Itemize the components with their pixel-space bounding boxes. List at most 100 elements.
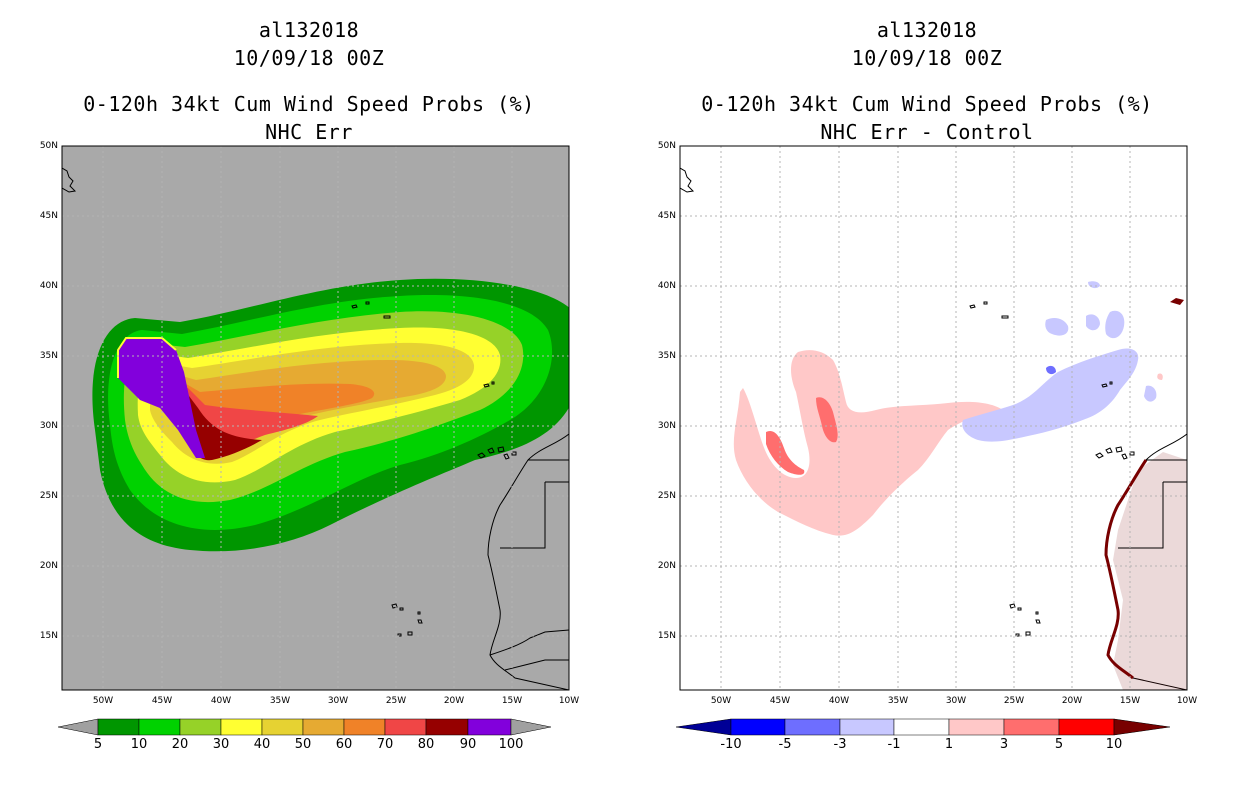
left-cbar-seg-1 <box>138 718 181 736</box>
right-cbar-end-high <box>1113 718 1171 736</box>
left-cbar-seg-8 <box>425 718 469 736</box>
left-panel: al132018 10/09/18 00Z 0-120h 34kt Cum Wi… <box>39 18 580 752</box>
right-lon-50w: 50W <box>710 696 732 706</box>
right-azores-islands <box>969 301 1009 319</box>
left-cbar-seg-3 <box>220 718 263 736</box>
right-madeira-islands <box>1101 381 1113 388</box>
diff-negative-3-5 <box>1046 365 1056 375</box>
right-lat-50n: 50N <box>657 141 676 151</box>
right-grid <box>680 146 1187 690</box>
right-cbar-label-10: 10 <box>1105 737 1123 752</box>
left-lon-50w: 50W <box>92 696 114 706</box>
left-lon-10w: 10W <box>558 696 580 706</box>
right-lat-35n: 35N <box>657 351 676 361</box>
right-cbar-label-neg1: -1 <box>887 737 901 752</box>
diff-negative-north-c <box>1105 310 1125 339</box>
right-lon-35w: 35W <box>887 696 909 706</box>
cape-verde-islands <box>391 603 423 637</box>
right-africa-interior <box>1113 452 1187 690</box>
left-lat-15n: 15N <box>39 631 58 641</box>
left-cbar-end-high <box>510 718 552 736</box>
right-lon-45w: 45W <box>769 696 791 706</box>
left-lon-40w: 40W <box>210 696 232 706</box>
left-cbar-label-5: 5 <box>93 737 103 752</box>
right-panel: al132018 10/09/18 00Z 0-120h 34kt Cum Wi… <box>618 0 1236 800</box>
right-lon-25w: 25W <box>1003 696 1025 706</box>
right-cbar-label-neg10: -10 <box>720 737 742 752</box>
right-difference-map <box>679 145 1188 691</box>
right-cbar-label-neg3: -3 <box>833 737 847 752</box>
right-lat-45n: 45N <box>657 211 676 221</box>
west-africa-borders <box>489 629 569 671</box>
left-cbar-label-30: 30 <box>212 737 230 752</box>
right-cbar-label-3: 3 <box>999 737 1009 752</box>
left-grid <box>62 146 569 690</box>
left-cbar-seg-7 <box>384 718 427 736</box>
left-cbar-seg-2 <box>179 718 222 736</box>
diff-negative-east <box>1144 385 1157 402</box>
left-lon-35w: 35W <box>269 696 291 706</box>
right-lat-40n: 40N <box>657 281 676 291</box>
diff-positive-1-3 <box>733 350 1003 536</box>
right-title-time: 10/09/18 00Z <box>851 46 1003 70</box>
left-cbar-seg-4 <box>261 718 304 736</box>
diff-positive-3-5-b <box>816 397 838 443</box>
right-iberia-edge <box>1170 298 1184 305</box>
left-lon-15w: 15W <box>501 696 523 706</box>
right-western-sahara-border <box>1118 459 1187 549</box>
right-cbar-seg-1 <box>784 718 841 736</box>
right-cbar-seg-6 <box>1058 718 1115 736</box>
left-title-subtitle: NHC Err <box>265 120 353 144</box>
left-lat-30n: 30N <box>39 421 58 431</box>
right-cape-verde-islands <box>1009 603 1041 637</box>
right-lat-25n: 25N <box>657 491 676 501</box>
right-map-frame <box>679 145 1188 691</box>
canary-islands <box>477 446 517 460</box>
left-map-frame <box>61 145 570 691</box>
right-africa-dark-coast <box>1104 459 1148 680</box>
left-lat-35n: 35N <box>39 351 58 361</box>
diff-negative-1-3 <box>962 348 1139 442</box>
right-lat-15n: 15N <box>657 631 676 641</box>
left-lat-45n: 45N <box>39 211 58 221</box>
left-title-storm: al132018 <box>258 18 360 42</box>
right-cbar-seg-5 <box>1003 718 1060 736</box>
right-lon-40w: 40W <box>828 696 850 706</box>
diff-negative-north-b <box>1086 314 1100 331</box>
right-title-product: 0-120h 34kt Cum Wind Speed Probs (%) <box>701 92 1153 116</box>
right-lat-30n: 30N <box>657 421 676 431</box>
left-cbar-label-100: 100 <box>498 737 524 752</box>
left-lat-40n: 40N <box>39 281 58 291</box>
diff-positive-3-5-a <box>766 430 805 475</box>
right-canary-islands <box>1095 446 1135 460</box>
left-title-time: 10/09/18 00Z <box>233 46 385 70</box>
left-title-product: 0-120h 34kt Cum Wind Speed Probs (%) <box>83 92 535 116</box>
left-cbar-label-20: 20 <box>171 737 189 752</box>
right-cbar-seg-2 <box>839 718 895 736</box>
left-cbar-label-80: 80 <box>417 737 435 752</box>
left-cbar-label-40: 40 <box>253 737 271 752</box>
right-cbar-label-5: 5 <box>1054 737 1064 752</box>
left-lat-20n: 20N <box>39 561 58 571</box>
left-lon-30w: 30W <box>327 696 349 706</box>
left-cbar-end-low <box>57 718 99 736</box>
left-cbar-label-10: 10 <box>130 737 148 752</box>
right-title-storm: al132018 <box>876 18 978 42</box>
left-cbar-label-50: 50 <box>294 737 312 752</box>
diff-positive-east <box>1157 373 1163 380</box>
left-cbar-seg-6 <box>343 718 386 736</box>
left-cbar-label-70: 70 <box>376 737 394 752</box>
right-lon-30w: 30W <box>945 696 967 706</box>
left-probability-map <box>61 145 570 691</box>
right-cbar-label-1: 1 <box>944 737 954 752</box>
right-newfoundland-coast <box>680 167 695 193</box>
diff-negative-north-a <box>1045 318 1069 336</box>
left-lat-50n: 50N <box>39 141 58 151</box>
right-lon-10w: 10W <box>1176 696 1198 706</box>
right-cbar-seg-4 <box>948 718 1005 736</box>
right-lon-15w: 15W <box>1119 696 1141 706</box>
western-sahara-border <box>500 459 569 549</box>
prob-band-80 <box>186 392 262 461</box>
right-colorbar <box>675 718 1171 736</box>
left-cbar-label-90: 90 <box>459 737 477 752</box>
